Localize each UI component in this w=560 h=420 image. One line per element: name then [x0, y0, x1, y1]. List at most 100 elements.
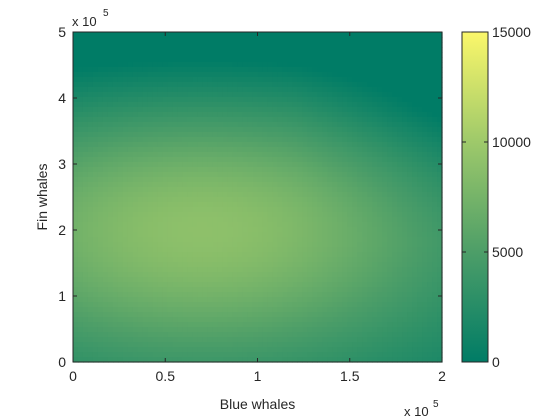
heatmap-cell — [367, 182, 373, 188]
heatmap-cell — [172, 87, 179, 93]
heatmap-cell — [397, 37, 403, 43]
heatmap-cell — [107, 197, 114, 203]
heatmap-cell — [367, 307, 373, 313]
heatmap-cell — [302, 47, 308, 53]
heatmap-cell — [117, 77, 124, 83]
heatmap-cell — [432, 252, 438, 258]
heatmap-cell — [122, 142, 129, 148]
heatmap-cell — [187, 92, 194, 98]
heatmap-cell — [427, 182, 433, 188]
heatmap-cell — [312, 217, 318, 223]
heatmap-cell — [73, 217, 79, 223]
heatmap-cell — [372, 87, 378, 93]
heatmap-cell — [362, 357, 368, 363]
heatmap-cell — [97, 162, 104, 168]
heatmap-cell — [227, 187, 234, 193]
heatmap-cell — [212, 322, 219, 328]
heatmap-cell — [187, 312, 194, 318]
heatmap-cell — [102, 72, 109, 78]
heatmap-cell — [102, 77, 109, 83]
heatmap-cell — [237, 132, 244, 138]
heatmap-cell — [292, 42, 298, 48]
heatmap-cell — [242, 127, 249, 133]
heatmap-cell — [257, 172, 264, 178]
heatmap-cell — [222, 222, 229, 228]
heatmap-cell — [402, 292, 408, 298]
heatmap-cell — [407, 242, 413, 248]
heatmap-cell — [177, 247, 184, 253]
heatmap-cell — [222, 187, 229, 193]
heatmap-cell — [212, 247, 219, 253]
heatmap-cell — [92, 287, 99, 293]
heatmap-cell — [187, 32, 194, 38]
heatmap-cell — [417, 72, 423, 78]
heatmap-cell — [73, 287, 79, 293]
heatmap-cell — [322, 187, 328, 193]
heatmap-cell — [352, 147, 358, 153]
heatmap-cell — [197, 47, 204, 53]
heatmap-cell — [97, 112, 104, 118]
heatmap-cell — [422, 342, 428, 348]
heatmap-cell — [342, 302, 348, 308]
heatmap-cell — [117, 282, 124, 288]
heatmap-cell — [412, 77, 418, 83]
heatmap-cell — [187, 327, 194, 333]
heatmap-cell — [137, 152, 144, 158]
heatmap-cell — [197, 72, 204, 78]
heatmap-cell — [187, 187, 194, 193]
heatmap-cell — [112, 147, 119, 153]
heatmap-cell — [352, 287, 358, 293]
heatmap-cell — [327, 152, 333, 158]
heatmap-cell — [157, 172, 164, 178]
heatmap-cell — [182, 282, 189, 288]
heatmap-cell — [387, 202, 393, 208]
heatmap-cell — [372, 342, 378, 348]
heatmap-cell — [92, 347, 99, 353]
heatmap-cell — [367, 337, 373, 343]
heatmap-cell — [247, 107, 254, 113]
heatmap-cell — [382, 322, 388, 328]
heatmap-cell — [192, 317, 199, 323]
heatmap-cell — [107, 267, 114, 273]
heatmap-cell — [347, 107, 353, 113]
heatmap-cell — [202, 187, 209, 193]
heatmap-cell — [77, 232, 84, 238]
heatmap-cell — [362, 72, 368, 78]
heatmap-cell — [92, 342, 99, 348]
heatmap-cell — [402, 302, 408, 308]
heatmap-cell — [267, 97, 274, 103]
heatmap-cell — [82, 122, 89, 128]
heatmap-cell — [202, 77, 209, 83]
heatmap-cell — [307, 202, 313, 208]
heatmap-cell — [132, 192, 139, 198]
heatmap-cell — [217, 292, 224, 298]
heatmap-cell — [412, 292, 418, 298]
heatmap-cell — [257, 107, 264, 113]
heatmap-cell — [302, 72, 308, 78]
heatmap-cell — [182, 137, 189, 143]
heatmap-cell — [147, 37, 154, 43]
heatmap-cell — [73, 112, 79, 118]
heatmap-cell — [322, 127, 328, 133]
heatmap-cell — [92, 112, 99, 118]
heatmap-cell — [252, 162, 259, 168]
heatmap-cell — [122, 67, 129, 73]
heatmap-cell — [102, 222, 109, 228]
heatmap-cell — [347, 37, 353, 43]
heatmap-cell — [342, 237, 348, 243]
heatmap-cell — [287, 317, 294, 323]
heatmap-cell — [232, 107, 239, 113]
heatmap-cell — [277, 232, 284, 238]
heatmap-cell — [357, 327, 363, 333]
heatmap-cell — [247, 357, 254, 363]
heatmap-cell — [312, 97, 318, 103]
heatmap-cell — [167, 292, 174, 298]
heatmap-cell — [397, 187, 403, 193]
heatmap-cell — [372, 47, 378, 53]
heatmap-cell — [317, 332, 323, 338]
heatmap-cell — [392, 207, 398, 213]
heatmap-cell — [177, 72, 184, 78]
heatmap-cell — [87, 267, 94, 273]
heatmap-cell — [222, 242, 229, 248]
heatmap-cell — [227, 337, 234, 343]
